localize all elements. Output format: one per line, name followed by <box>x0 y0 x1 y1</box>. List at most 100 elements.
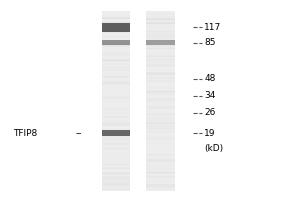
Bar <box>146 122 175 124</box>
Bar <box>146 91 175 93</box>
Bar <box>102 124 130 126</box>
Bar <box>146 111 175 113</box>
Bar <box>102 45 130 47</box>
Bar <box>102 67 130 69</box>
Bar <box>146 99 175 101</box>
Bar <box>146 186 175 188</box>
Bar <box>146 181 175 183</box>
Bar <box>146 62 175 64</box>
Bar <box>146 114 175 116</box>
Bar <box>146 120 175 122</box>
Bar <box>102 148 130 150</box>
Bar <box>102 115 130 117</box>
Bar <box>102 164 130 166</box>
Bar <box>146 128 175 130</box>
Bar <box>146 122 175 124</box>
Bar <box>146 47 175 49</box>
Bar <box>102 14 130 16</box>
Bar <box>102 156 130 158</box>
Bar <box>146 116 175 118</box>
Bar <box>146 93 175 95</box>
Bar <box>146 180 175 182</box>
Bar <box>102 167 130 169</box>
Bar <box>146 176 175 178</box>
Bar <box>102 52 130 54</box>
Bar <box>146 58 175 60</box>
Bar <box>146 188 175 190</box>
Bar <box>102 40 130 45</box>
Bar <box>102 147 130 149</box>
Bar <box>102 173 130 175</box>
Bar <box>102 135 130 137</box>
Bar <box>146 154 175 156</box>
Bar <box>102 137 130 139</box>
Bar <box>102 139 130 141</box>
Bar <box>146 76 175 78</box>
Bar <box>102 63 130 65</box>
Bar <box>102 68 130 70</box>
Bar <box>102 122 130 124</box>
Bar <box>102 52 130 54</box>
Bar <box>102 143 130 145</box>
Bar <box>102 42 130 44</box>
Bar <box>102 81 130 83</box>
Bar <box>146 74 175 76</box>
Bar <box>102 176 130 177</box>
Bar <box>102 167 130 169</box>
Bar <box>102 129 130 131</box>
Bar <box>146 168 175 170</box>
Bar <box>146 97 175 99</box>
Bar <box>146 136 175 138</box>
Bar <box>102 153 130 155</box>
Bar <box>102 123 130 125</box>
Bar <box>102 44 130 46</box>
Bar <box>102 17 130 19</box>
Bar <box>102 60 130 62</box>
Bar <box>102 11 130 191</box>
Bar <box>102 138 130 140</box>
Bar <box>102 29 130 31</box>
Bar <box>146 86 175 88</box>
Bar <box>102 44 130 46</box>
Bar <box>102 125 130 127</box>
Bar <box>102 148 130 150</box>
Bar <box>102 28 130 30</box>
Bar <box>146 186 175 188</box>
Bar <box>102 80 130 82</box>
Bar <box>146 176 175 178</box>
Bar <box>102 21 130 23</box>
Bar <box>146 78 175 80</box>
Bar <box>102 98 130 100</box>
Bar <box>146 72 175 74</box>
Bar <box>102 84 130 86</box>
Bar <box>146 23 175 25</box>
Text: 48: 48 <box>204 74 215 83</box>
Bar <box>146 26 175 28</box>
Bar <box>146 80 175 82</box>
Text: 117: 117 <box>204 23 221 32</box>
Bar <box>146 184 175 186</box>
Bar <box>146 81 175 83</box>
Bar <box>102 132 130 134</box>
Bar <box>102 76 130 78</box>
Bar <box>102 17 130 19</box>
Bar <box>146 142 175 144</box>
Bar <box>102 36 130 38</box>
Bar <box>102 181 130 183</box>
Bar <box>102 97 130 99</box>
Text: 26: 26 <box>204 108 215 117</box>
Bar <box>102 116 130 118</box>
Bar <box>146 158 175 160</box>
Bar <box>102 81 130 83</box>
Bar <box>146 118 175 120</box>
Bar <box>102 100 130 102</box>
Bar <box>102 52 130 54</box>
Text: 85: 85 <box>204 38 216 47</box>
Bar <box>146 22 175 24</box>
Bar <box>102 69 130 71</box>
Bar <box>102 24 130 26</box>
Bar <box>146 39 175 41</box>
Bar <box>146 36 175 38</box>
Bar <box>146 138 175 140</box>
Bar <box>102 30 130 32</box>
